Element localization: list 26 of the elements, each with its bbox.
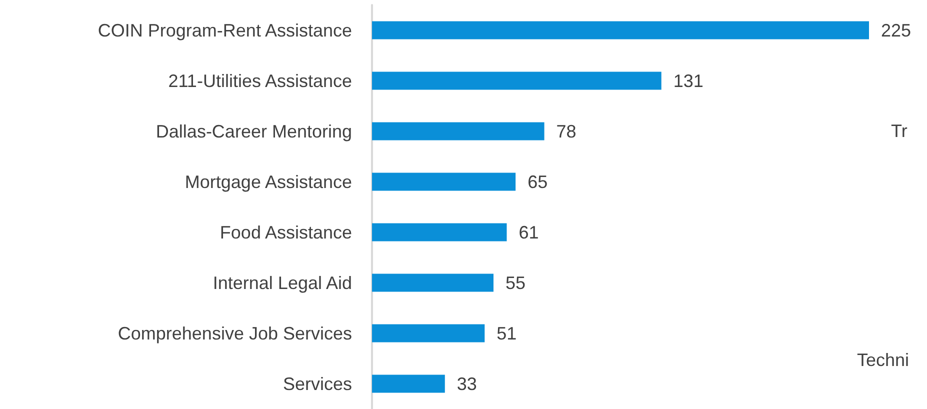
- bar: [372, 374, 445, 393]
- bar: [372, 172, 516, 191]
- data-label: 225: [881, 20, 912, 40]
- bar: [372, 274, 494, 292]
- data-label: 61: [518, 222, 539, 242]
- bar: [372, 72, 662, 90]
- annotation: Techni: [857, 350, 910, 370]
- bar: [372, 122, 544, 140]
- bar: [372, 21, 869, 40]
- y-tick-label: Services: [282, 374, 352, 394]
- data-label: 65: [528, 172, 548, 192]
- text: Tr: [891, 121, 908, 141]
- data-label: 131: [673, 70, 704, 91]
- data-label: 51: [496, 323, 517, 344]
- bar: [372, 324, 485, 342]
- bar: [372, 223, 507, 242]
- y-tick-label: Dallas-Career Mentoring: [156, 121, 352, 142]
- data-label: 33: [456, 374, 477, 394]
- data-label: 78: [556, 121, 576, 142]
- y-tick-label: Comprehensive Job Services: [118, 323, 352, 344]
- y-tick-label: Food Assistance: [220, 222, 352, 242]
- y-tick-label: 211-Utilities Assistance: [168, 70, 352, 91]
- y-tick-label: COIN Program-Rent Assistance: [98, 20, 352, 40]
- y-tick-label: Internal Legal Aid: [212, 272, 352, 293]
- y-tick-label: Mortgage Assistance: [184, 172, 352, 192]
- data-label: 55: [505, 272, 526, 293]
